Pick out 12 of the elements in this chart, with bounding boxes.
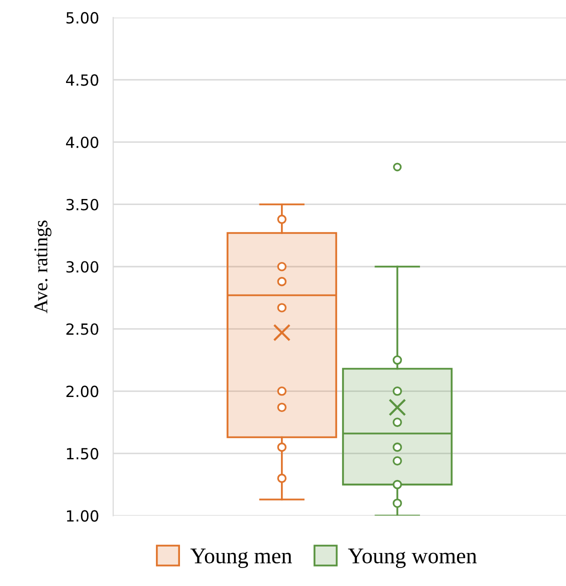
- y-tick-label: 2.00: [66, 386, 98, 398]
- legend-label: Young women: [348, 548, 477, 568]
- y-tick-label: 5.00: [66, 12, 98, 24]
- legend-label: Young men: [190, 548, 292, 568]
- y-tick-label: 4.00: [66, 136, 98, 148]
- y-tick-label: 2.50: [66, 323, 98, 335]
- y-axis-title: Ave. ratings: [34, 220, 52, 314]
- y-tick-label: 3.50: [66, 198, 98, 210]
- y-tick-label: 1.00: [66, 510, 98, 522]
- y-tick-label: 1.50: [66, 448, 98, 460]
- y-tick-label: 3.00: [66, 261, 98, 273]
- y-tick-label: 4.50: [66, 74, 98, 86]
